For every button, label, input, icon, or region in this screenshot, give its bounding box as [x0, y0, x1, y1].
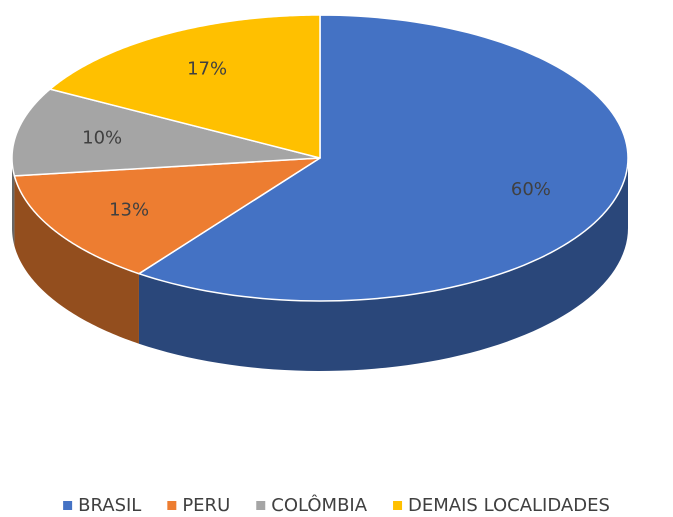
slice-side	[138, 158, 628, 371]
slice-side	[14, 175, 139, 344]
legend-swatch	[63, 501, 73, 510]
data-label: 60%	[511, 179, 551, 200]
legend-swatch	[256, 501, 266, 510]
legend-swatch	[393, 501, 403, 510]
slice	[49, 14, 321, 159]
legend-swatch	[167, 501, 177, 510]
slice	[138, 14, 629, 302]
slice-side	[12, 158, 15, 246]
legend: BRASIL PERU COLÔMBIA DEMAIS LOCALIDADES	[63, 494, 610, 516]
legend-label: COLÔMBIA	[271, 494, 367, 516]
data-label: 17%	[187, 58, 227, 79]
legend-label: DEMAIS LOCALIDADES	[408, 495, 610, 516]
slice	[11, 88, 321, 177]
legend-label: PERU	[182, 495, 230, 516]
slice	[13, 157, 321, 275]
data-label: 13%	[109, 199, 149, 220]
legend-label: BRASIL	[78, 495, 141, 516]
data-label: 10%	[82, 128, 122, 149]
